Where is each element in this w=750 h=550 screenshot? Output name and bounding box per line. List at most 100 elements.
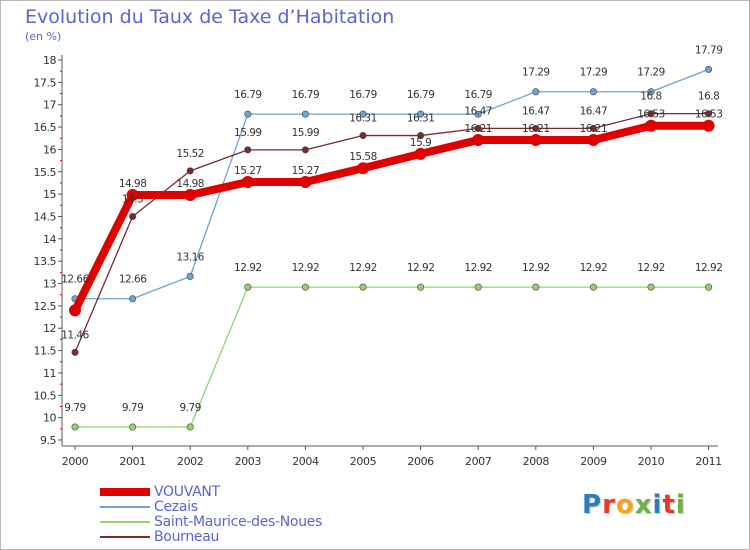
data-label: 15.99	[292, 127, 320, 139]
data-label: 9.79	[122, 402, 143, 414]
data-point	[186, 272, 194, 280]
data-point	[301, 146, 309, 154]
data-point	[417, 110, 425, 118]
data-point	[301, 283, 309, 291]
x-tick-label: 2011	[695, 455, 721, 468]
data-label: 9.79	[64, 402, 85, 414]
data-label: 15.27	[292, 165, 320, 177]
legend-item: Saint-Maurice-des-Noues	[100, 513, 323, 530]
data-point	[645, 119, 657, 132]
data-point	[299, 176, 312, 189]
data-point	[705, 110, 713, 118]
data-label: 16.53	[637, 109, 665, 121]
y-tick-label: 11	[43, 367, 56, 380]
data-point	[474, 283, 482, 291]
data-label: 12.92	[464, 262, 492, 274]
y-tick-label: 13	[43, 278, 56, 291]
data-label: 16.31	[407, 113, 435, 125]
x-tick-label: 2006	[407, 455, 434, 468]
data-point	[71, 423, 79, 431]
data-point	[647, 88, 655, 96]
x-tick-label: 2010	[638, 455, 665, 468]
data-point	[647, 110, 655, 118]
data-point	[647, 283, 655, 291]
data-point	[71, 348, 79, 356]
chart-title: Evolution du Taux de Taxe d’Habitation	[25, 6, 395, 28]
data-label: 12.66	[61, 274, 89, 286]
data-label: 12.92	[637, 262, 665, 274]
series-line-cezais	[75, 68, 709, 300]
legend-item: Bourneau	[100, 529, 322, 545]
data-point	[186, 167, 194, 175]
y-tick-label: 17.5	[34, 76, 57, 89]
data-point	[589, 88, 597, 96]
y-tick-label: 15	[43, 188, 56, 201]
series-line-vouvant	[71, 121, 709, 313]
data-label: 16.47	[464, 105, 492, 117]
data-label: 15.9	[410, 137, 431, 149]
y-tick-label: 18	[43, 54, 56, 67]
data-label: 16.79	[234, 89, 262, 101]
legend-label: Saint-Maurice-des-Noues	[154, 513, 323, 530]
y-tick-label: 12.5	[34, 300, 57, 313]
legend-item: Cezais	[100, 498, 322, 515]
data-label: 17.29	[580, 67, 608, 79]
x-tick-label: 2002	[177, 455, 203, 468]
data-point	[589, 124, 597, 132]
y-tick-label: 10	[43, 412, 56, 425]
x-tick-label: 2001	[119, 455, 145, 468]
data-label: 16.47	[580, 105, 608, 117]
y-tick-label: 11.5	[34, 345, 57, 358]
data-point	[417, 132, 425, 140]
data-label: 12.92	[407, 262, 435, 274]
legend-label: Cezais	[154, 498, 198, 515]
y-tick-label: 12	[43, 322, 56, 335]
data-label: 15.52	[176, 148, 204, 160]
data-point	[241, 176, 254, 189]
y-tick-label: 9.5	[40, 434, 56, 447]
data-label: 16.21	[580, 123, 608, 135]
data-label: 12.66	[119, 274, 147, 286]
x-tick-label: 2000	[62, 455, 89, 468]
data-point	[359, 132, 367, 140]
y-tick-label: 13.5	[34, 255, 57, 268]
legend: VOUVANT Cezais Saint-Maurice-des-Noues Bour…	[100, 483, 323, 545]
x-tick-label: 2003	[235, 455, 262, 468]
data-label: 17.29	[637, 67, 665, 79]
data-label: 16.47	[522, 105, 550, 117]
y-tick-label: 14	[43, 233, 56, 246]
data-label: 16.79	[407, 89, 435, 101]
data-point	[244, 146, 252, 154]
data-label: 12.92	[695, 262, 723, 274]
data-point	[532, 88, 540, 96]
legend-label: VOUVANT	[154, 483, 220, 500]
data-label: 13.16	[176, 251, 204, 263]
data-label: 16.53	[695, 109, 723, 121]
data-label: 16.21	[464, 123, 492, 135]
data-label: 17.29	[522, 67, 550, 79]
data-label: 16.8	[640, 91, 661, 103]
data-point	[417, 283, 425, 291]
data-point	[357, 162, 369, 175]
data-point	[301, 110, 309, 118]
data-point	[474, 124, 482, 132]
data-label: 14.5	[122, 193, 143, 205]
data-point	[129, 423, 137, 431]
data-point	[244, 110, 252, 118]
data-label: 12.92	[292, 262, 320, 274]
y-tick-label: 15.5	[34, 166, 57, 179]
data-point	[472, 134, 485, 147]
data-point	[589, 283, 597, 291]
data-point	[705, 283, 713, 291]
data-point	[126, 189, 139, 202]
data-point	[69, 304, 81, 317]
y-tick-label: 14.5	[34, 210, 57, 223]
data-point	[129, 212, 137, 220]
data-point	[474, 110, 482, 118]
x-tick-label: 2004	[292, 455, 319, 468]
series-line-saint-maurice-des-noues	[75, 286, 709, 428]
chart-subtitle: (en %)	[25, 30, 62, 43]
data-point	[529, 134, 542, 147]
data-label: 12.92	[580, 262, 608, 274]
y-tick-label: 16.5	[34, 121, 57, 134]
